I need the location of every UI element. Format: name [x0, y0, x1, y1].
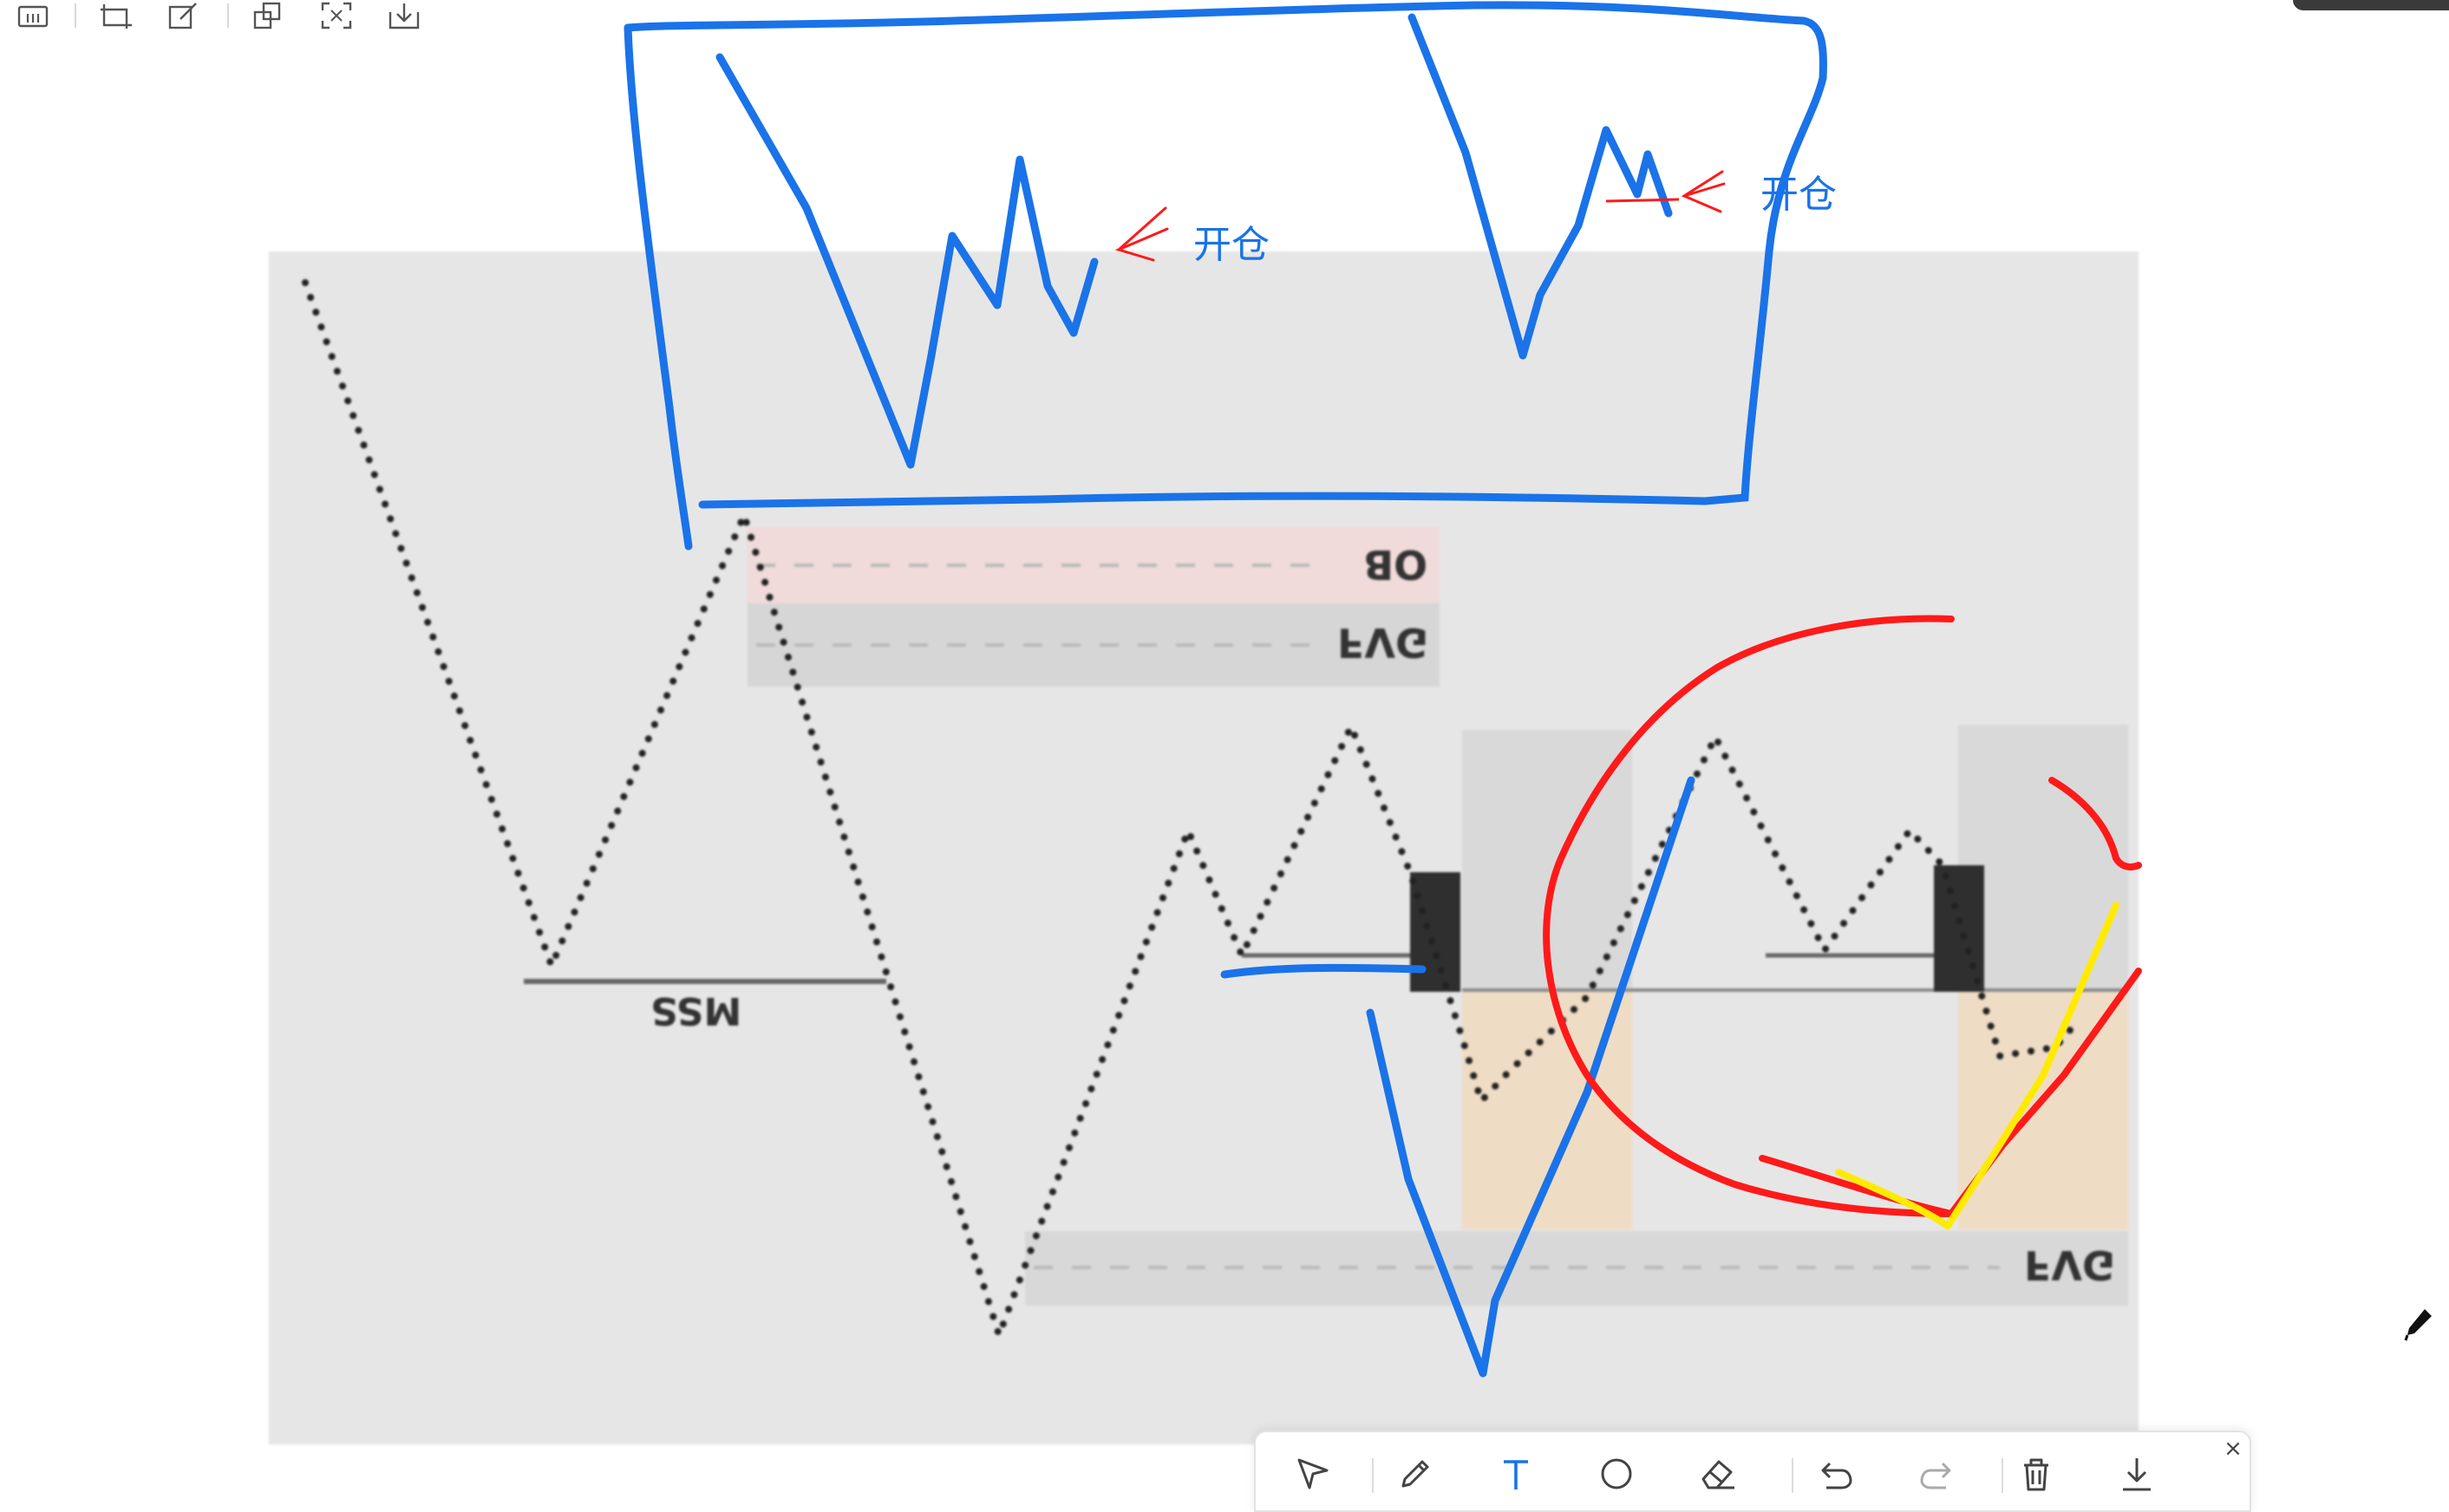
- grey-box-1: [1462, 730, 1632, 988]
- candle-1: [1410, 872, 1460, 992]
- text-tool-icon[interactable]: [1490, 1451, 1542, 1496]
- fvg-zone-top: [748, 603, 1440, 687]
- toolbar-separator: [1792, 1458, 1793, 1493]
- fullscreen-icon[interactable]: [319, 0, 354, 31]
- download-icon[interactable]: [2111, 1451, 2163, 1496]
- eraser-icon[interactable]: [1691, 1451, 1743, 1496]
- toolbar-separator: [227, 3, 229, 28]
- fvg-label-top: FVG: [1337, 619, 1428, 666]
- trash-icon[interactable]: [2010, 1451, 2062, 1496]
- pencil-icon[interactable]: [1389, 1451, 1441, 1496]
- ob-label: OB: [1363, 541, 1428, 588]
- layout-icon[interactable]: [16, 0, 50, 31]
- window-corner-tab: [2293, 0, 2449, 10]
- edit-icon[interactable]: [167, 0, 201, 31]
- red-strike-line: [1605, 198, 1680, 203]
- download-icon[interactable]: [387, 0, 421, 31]
- price-path: [302, 279, 2080, 1346]
- orange-box-1: [1462, 988, 1632, 1229]
- candle-2: [1934, 865, 1984, 992]
- toolbar-separator: [1372, 1458, 1374, 1493]
- open-position-label-1: 开仓: [1193, 223, 1270, 267]
- red-arrow-right: [1681, 170, 1726, 213]
- close-toolbar-button[interactable]: ×: [2224, 1436, 2243, 1462]
- copy-icon[interactable]: [251, 0, 286, 31]
- undo-icon[interactable]: [1811, 1451, 1863, 1496]
- ob-zone: [748, 527, 1440, 603]
- drawing-toolbar: ×: [1254, 1431, 2251, 1512]
- orange-box-2: [1958, 990, 2128, 1229]
- toolbar-separator: [75, 3, 76, 28]
- redo-icon[interactable]: [1910, 1451, 1962, 1496]
- mss-label: MSS: [650, 988, 742, 1033]
- chart-svg: [302, 279, 2128, 1346]
- fvg-label-bottom: FVG: [2024, 1242, 2115, 1288]
- pen-cursor-icon: [2404, 1309, 2432, 1341]
- crop-icon[interactable]: [99, 0, 134, 31]
- select-arrow-icon[interactable]: [1287, 1451, 1339, 1496]
- toolbar-separator: [2002, 1458, 2003, 1493]
- circle-icon[interactable]: [1590, 1451, 1642, 1496]
- open-position-label-2: 开仓: [1760, 173, 1837, 217]
- chart-image: OB FVG FVG MSS: [269, 251, 2139, 1444]
